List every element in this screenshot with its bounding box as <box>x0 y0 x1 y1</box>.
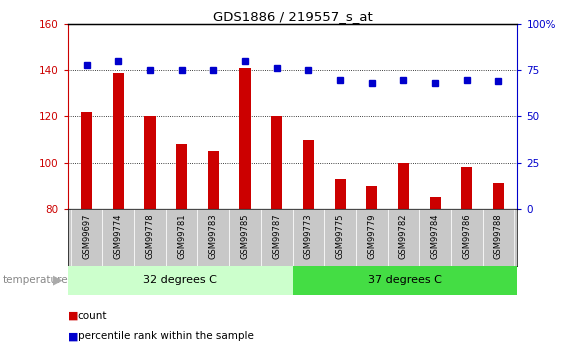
Bar <box>419 209 451 266</box>
Bar <box>493 183 504 209</box>
Bar <box>271 116 282 209</box>
Bar <box>71 209 102 266</box>
Text: GSM99697: GSM99697 <box>82 213 91 259</box>
Text: GSM99786: GSM99786 <box>462 213 471 259</box>
Bar <box>293 209 324 266</box>
Bar <box>145 116 155 209</box>
Text: GSM99778: GSM99778 <box>145 213 155 259</box>
Bar <box>166 209 198 266</box>
Bar <box>387 209 419 266</box>
Bar <box>102 209 134 266</box>
Title: GDS1886 / 219557_s_at: GDS1886 / 219557_s_at <box>213 10 372 23</box>
Text: GSM99781: GSM99781 <box>177 213 186 259</box>
Text: percentile rank within the sample: percentile rank within the sample <box>78 332 253 341</box>
Bar <box>81 112 92 209</box>
Bar <box>451 209 483 266</box>
Bar <box>208 151 219 209</box>
Bar <box>398 162 409 209</box>
Text: count: count <box>78 311 107 321</box>
Bar <box>335 179 346 209</box>
Text: GSM99787: GSM99787 <box>272 213 281 259</box>
Text: GSM99784: GSM99784 <box>430 213 440 259</box>
Bar <box>239 68 250 209</box>
Text: 32 degrees C: 32 degrees C <box>143 275 217 285</box>
Bar <box>229 209 261 266</box>
Bar <box>198 209 229 266</box>
Bar <box>293 266 517 295</box>
Bar <box>483 209 514 266</box>
Text: temperature: temperature <box>3 275 69 285</box>
Bar <box>113 72 124 209</box>
Bar <box>303 139 314 209</box>
Text: GSM99773: GSM99773 <box>304 213 313 259</box>
Text: 37 degrees C: 37 degrees C <box>368 275 442 285</box>
Bar <box>366 186 377 209</box>
Text: ▶: ▶ <box>53 274 62 287</box>
Bar <box>176 144 187 209</box>
Bar <box>430 197 440 209</box>
Bar <box>324 209 356 266</box>
Text: ■: ■ <box>68 311 78 321</box>
Bar <box>134 209 166 266</box>
Bar <box>356 209 387 266</box>
Text: GSM99782: GSM99782 <box>399 213 408 259</box>
Text: GSM99788: GSM99788 <box>494 213 503 259</box>
Text: GSM99779: GSM99779 <box>368 213 376 259</box>
Text: ■: ■ <box>68 332 78 341</box>
Bar <box>461 167 472 209</box>
Text: GSM99785: GSM99785 <box>240 213 249 259</box>
Text: GSM99775: GSM99775 <box>336 213 345 259</box>
Text: GSM99774: GSM99774 <box>114 213 123 259</box>
Bar <box>68 266 293 295</box>
Bar <box>261 209 293 266</box>
Text: GSM99783: GSM99783 <box>209 213 218 259</box>
